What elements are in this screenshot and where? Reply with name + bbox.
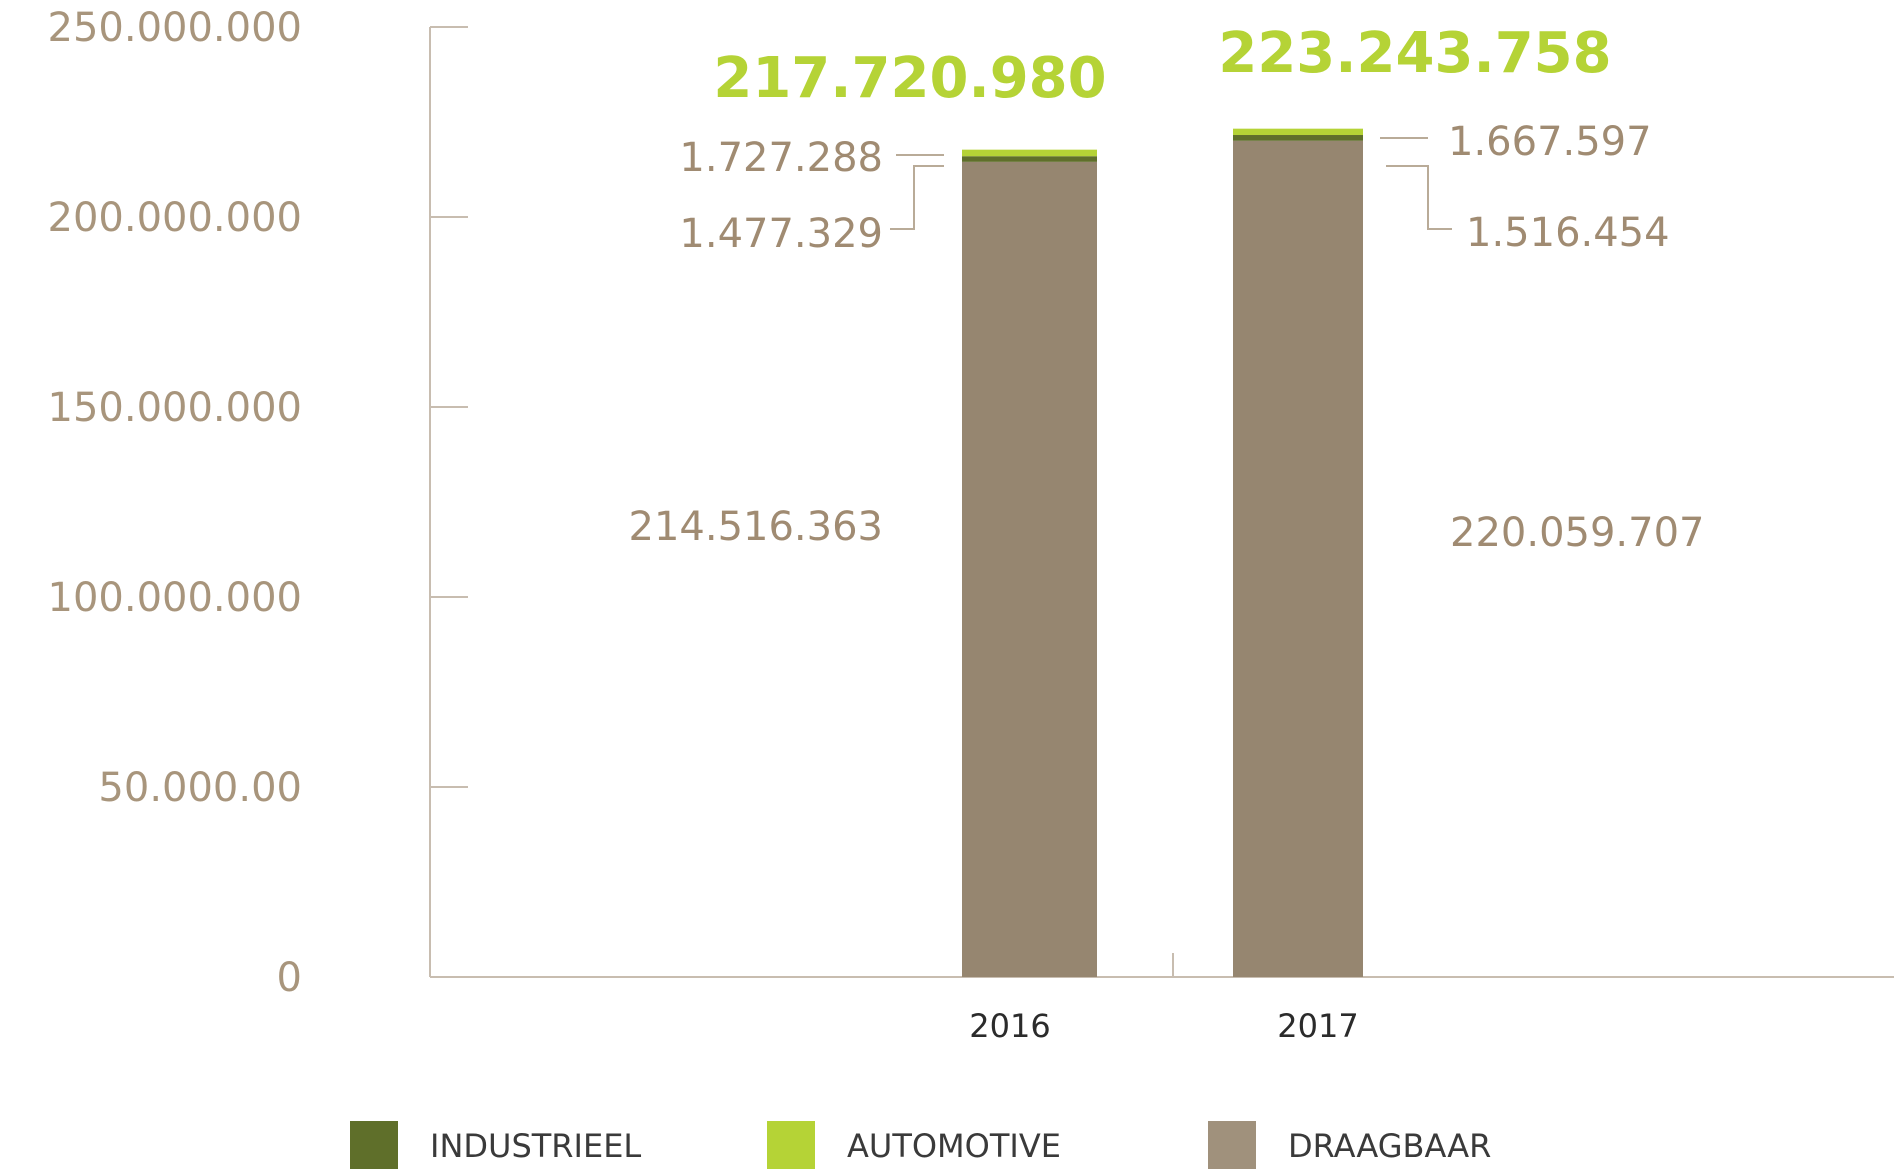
leader-line [890, 165, 944, 230]
x-tick-label: 2017 [1277, 1007, 1358, 1045]
data-label: 1.516.454 [1466, 210, 1670, 256]
bar-segment [1233, 135, 1363, 141]
legend: INDUSTRIEEL AUTOMOTIVE DRAAGBAAR [350, 1121, 1491, 1169]
y-tick-label: 250.000.000 [48, 5, 302, 51]
x-axis: 2016 2017 [430, 953, 1894, 1045]
y-tick-label: 0 [277, 955, 302, 1001]
bar-segment [1233, 128, 1363, 136]
leader-line [1386, 165, 1452, 230]
y-axis: 0 50.000.00 100.000.000 150.000.000 200.000.… [48, 5, 468, 1001]
y-tick-label: 200.000.000 [48, 195, 302, 241]
data-label: 1.477.329 [679, 211, 883, 257]
bar-segment [1233, 140, 1363, 977]
data-label: 1.667.597 [1448, 119, 1652, 165]
legend-swatch [767, 1121, 815, 1169]
bar-segment [962, 149, 1097, 157]
y-tick-label: 50.000.00 [98, 765, 302, 811]
y-tick-label: 150.000.000 [48, 385, 302, 431]
legend-swatch [350, 1121, 398, 1169]
value-labels: 217.720.980 223.243.758 214.516.363 220.059… [629, 21, 1705, 556]
data-label: 214.516.363 [629, 504, 883, 550]
y-tick-label: 100.000.000 [48, 575, 302, 621]
x-tick-label: 2016 [969, 1007, 1050, 1045]
bars [962, 128, 1363, 977]
data-label: 220.059.707 [1450, 510, 1704, 556]
bar-segment [962, 156, 1097, 162]
bar-segment [962, 161, 1097, 977]
data-label: 217.720.980 [713, 46, 1106, 111]
legend-label: DRAAGBAAR [1288, 1127, 1491, 1165]
legend-label: INDUSTRIEEL [430, 1127, 641, 1165]
legend-label: AUTOMOTIVE [847, 1127, 1061, 1165]
data-label: 223.243.758 [1218, 21, 1611, 86]
legend-swatch [1208, 1121, 1256, 1169]
data-label: 1.727.288 [679, 135, 883, 181]
